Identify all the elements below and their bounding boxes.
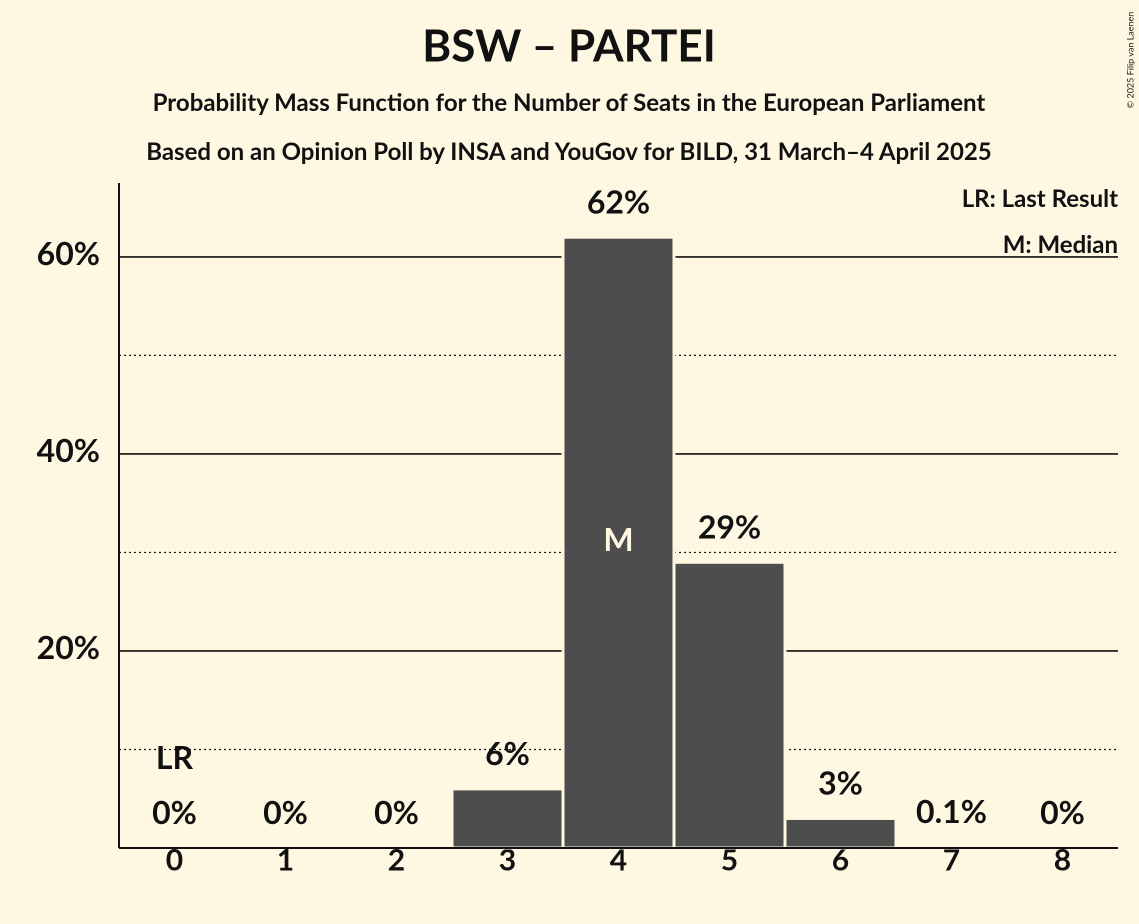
x-tick-label: 2 — [388, 842, 405, 878]
value-label: 0% — [152, 792, 197, 831]
value-label: 6% — [485, 733, 530, 772]
x-tick-label: 3 — [499, 842, 516, 878]
x-tick-label: 8 — [1054, 842, 1071, 878]
x-tick-label: 0 — [166, 842, 183, 878]
chart-subtitle: Based on an Opinion Poll by INSA and You… — [146, 137, 991, 166]
value-label: 29% — [698, 506, 761, 545]
bar — [672, 560, 787, 850]
x-tick-label: 7 — [943, 842, 960, 878]
legend-entry: M: Median — [1003, 230, 1118, 259]
y-tick-label: 20% — [37, 627, 100, 666]
x-tick-label: 5 — [721, 842, 738, 878]
bar — [450, 787, 565, 850]
value-label: 62% — [587, 181, 650, 220]
value-label: 0.1% — [916, 791, 987, 830]
bar — [783, 816, 898, 850]
copyright: © 2025 Filip van Laenen — [1124, 12, 1135, 109]
last-result-marker: LR — [156, 737, 194, 776]
y-tick-label: 60% — [37, 233, 100, 272]
chart-title: BSW – PARTEI — [422, 19, 716, 71]
value-label: 3% — [818, 763, 863, 802]
value-label: 0% — [263, 792, 308, 831]
x-tick-label: 1 — [277, 842, 294, 878]
x-tick-label: 6 — [832, 842, 849, 878]
median-marker: M — [603, 519, 633, 558]
x-tick-label: 4 — [610, 842, 627, 878]
legend-entry: LR: Last Result — [962, 184, 1118, 213]
value-label: 0% — [1040, 792, 1085, 831]
chart-subtitle: Probability Mass Function for the Number… — [153, 88, 986, 117]
y-tick-label: 40% — [37, 430, 100, 469]
value-label: 0% — [374, 792, 419, 831]
bar — [561, 235, 676, 850]
